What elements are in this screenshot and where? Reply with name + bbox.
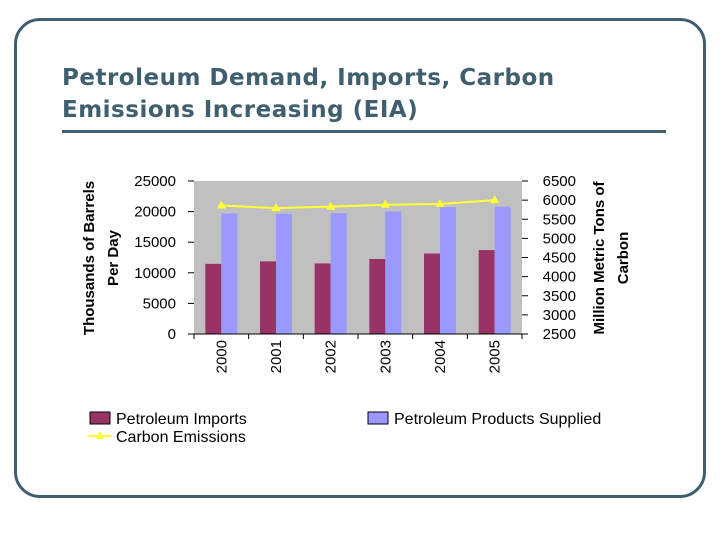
bar-products-supplied-2004 — [440, 207, 456, 334]
y-tick-label-10000: 10000 — [134, 265, 176, 282]
bar-petroleum-imports-2001 — [260, 261, 276, 334]
x-tick-label-2000: 2000 — [213, 340, 230, 373]
emissions-marker-2004 — [435, 198, 445, 207]
bar-petroleum-imports-2004 — [424, 253, 440, 334]
emissions-marker-2002 — [326, 201, 336, 210]
y2-tick-label-4500: 4500 — [543, 250, 576, 267]
y-axis-label-line-1: Thousands of Barrels — [81, 181, 98, 335]
x-tick-label-2005: 2005 — [487, 340, 504, 373]
axes-group: 2000 2001 2002 2003 2004 2005 0 5000 10000 15000 2… — [134, 173, 576, 373]
bar-group — [205, 206, 511, 334]
bar-products-supplied-2003 — [385, 211, 402, 334]
legend-swatch-products-supplied — [367, 411, 389, 425]
y-tick-label-20000: 20000 — [134, 204, 176, 221]
title-underline — [62, 130, 666, 133]
legend-label-imports: Petroleum Imports — [116, 411, 247, 428]
y-tick-label-15000: 15000 — [134, 234, 176, 251]
y2-axis-label-line-2: Carbon — [615, 232, 632, 285]
x-tick-label-2001: 2001 — [268, 340, 285, 373]
y2-tick-label-5000: 5000 — [543, 230, 576, 247]
y2-axis-label-line-1: Million Metric Tons of — [591, 180, 608, 334]
y-tick-label-25000: 25000 — [134, 173, 176, 190]
bar-petroleum-imports-2003 — [369, 258, 386, 334]
y-axis-label-line-2: Per Day — [105, 229, 122, 286]
plot-area — [194, 181, 522, 334]
y2-tick-label-2500: 2500 — [543, 326, 576, 343]
slide-title: Petroleum Demand, Imports, Carbon Emissi… — [62, 62, 662, 126]
emissions-marker-2005 — [490, 195, 500, 204]
carbon-emissions-line — [221, 199, 495, 210]
y2-tick-label-5500: 5500 — [543, 211, 576, 228]
x-tick-label-2004: 2004 — [432, 340, 449, 373]
legend-label-emissions: Carbon Emissions — [116, 429, 246, 446]
emissions-marker-2001 — [271, 203, 281, 212]
bar-products-supplied-2000 — [221, 213, 238, 334]
y-tick-label-5000: 5000 — [143, 295, 176, 312]
bar-products-supplied-2005 — [494, 206, 511, 334]
y2-tick-label-6000: 6000 — [543, 192, 576, 209]
bar-petroleum-imports-2000 — [205, 263, 222, 334]
x-tick-label-2003: 2003 — [377, 340, 394, 373]
y2-tick-label-4000: 4000 — [543, 269, 576, 286]
legend: Petroleum Imports Petroleum Products Sup… — [88, 411, 601, 446]
legend-swatch-emissions-marker — [95, 431, 105, 439]
y-tick-label-0: 0 — [168, 326, 176, 343]
bar-products-supplied-2002 — [330, 213, 347, 334]
emissions-marker-2000 — [216, 200, 226, 209]
bar-products-supplied-2001 — [276, 213, 292, 334]
legend-swatch-imports — [89, 411, 111, 425]
bar-petroleum-imports-2002 — [314, 263, 331, 334]
emissions-marker-2003 — [380, 199, 390, 208]
legend-label-products-supplied: Petroleum Products Supplied — [394, 411, 601, 428]
y2-tick-label-6500: 6500 — [543, 173, 576, 190]
bar-petroleum-imports-2005 — [478, 250, 495, 334]
x-tick-label-2002: 2002 — [323, 340, 340, 373]
slide-title-line-1: Petroleum Demand, Imports, Carbon — [62, 65, 555, 91]
slide-title-line-2: Emissions Increasing (EIA) — [62, 97, 419, 123]
emissions-line-group — [216, 195, 500, 212]
y2-tick-label-3000: 3000 — [543, 307, 576, 324]
y2-tick-label-3500: 3500 — [543, 288, 576, 305]
